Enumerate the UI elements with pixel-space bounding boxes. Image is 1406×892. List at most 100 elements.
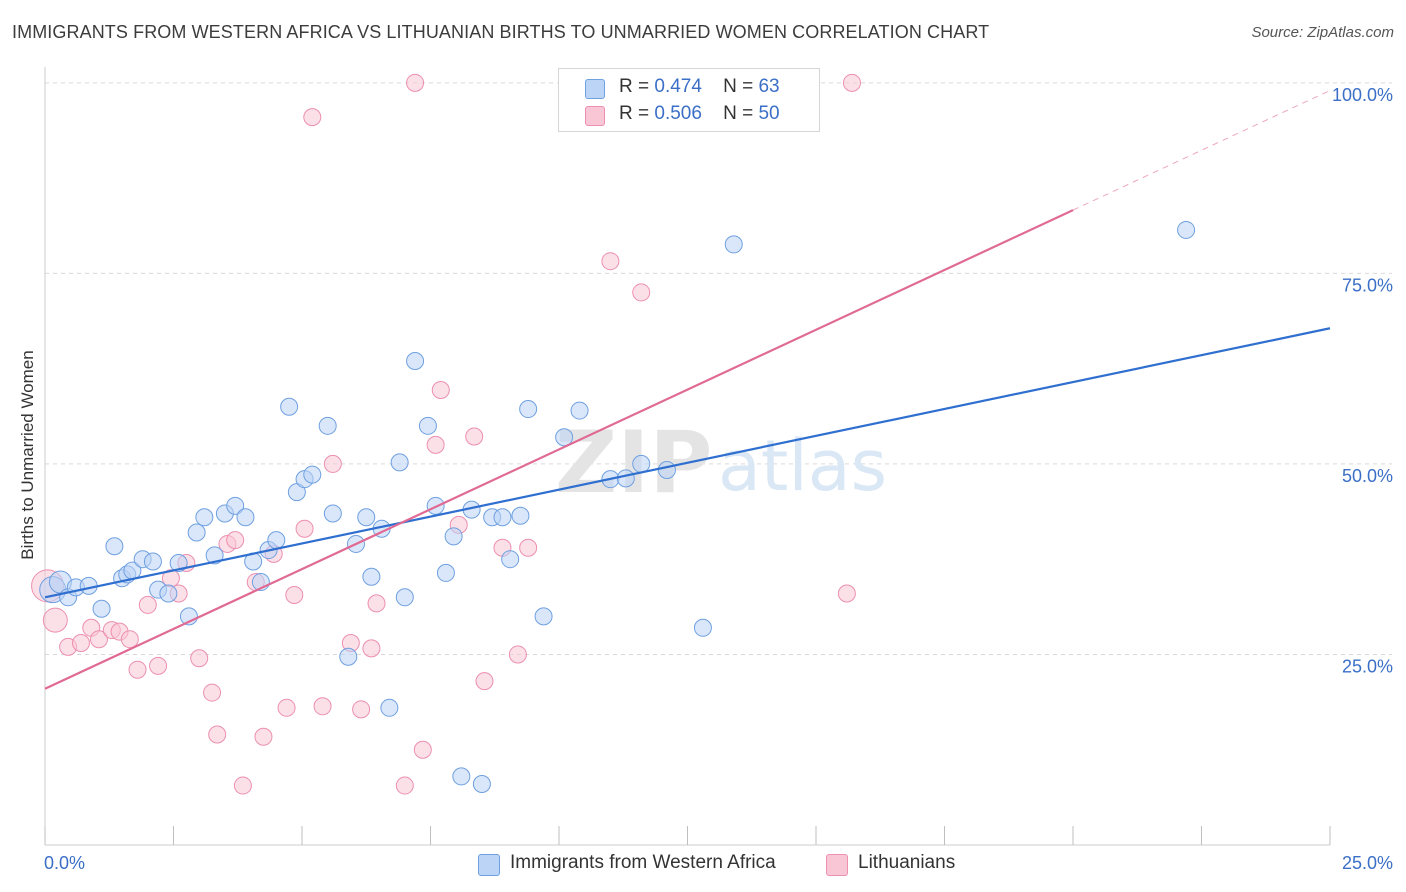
lithuanians-point (285, 586, 304, 605)
lithuanians-point (313, 697, 332, 716)
x-tick-label: 25.0% (1342, 853, 1393, 873)
lithuanians-point (42, 607, 68, 633)
western-africa-point (501, 550, 520, 569)
r-label: R = (619, 76, 650, 97)
trend-lines (44, 90, 1331, 690)
western-africa-point (303, 465, 322, 484)
western-africa-point (418, 416, 437, 435)
western-africa-point (205, 546, 224, 565)
legend-text-lithuanians: R = 0.506 N = 50 (619, 103, 780, 125)
lithuanians-point (632, 283, 651, 302)
trend-line-lithuanians (44, 209, 1074, 690)
bottom-legend-label-lithuanians: Lithuanians (858, 852, 956, 873)
lithuanians-point (426, 435, 445, 454)
lithuanians-point (190, 649, 209, 668)
y-tick-label: 25.0% (1342, 656, 1393, 676)
lithuanians-point (226, 531, 245, 550)
lithuanians-point (431, 380, 450, 399)
western-africa-point (362, 567, 381, 586)
lithuanians-point (842, 73, 861, 92)
lithuanians-point (233, 776, 252, 795)
r-value-lithuanians: 0.506 (654, 103, 702, 124)
lithuanians-point (120, 630, 139, 649)
correlation-legend: R = 0.474 N = 63 R = 0.506 N = 50 (558, 68, 820, 132)
western-africa-point (143, 552, 162, 571)
lithuanians-point (508, 645, 527, 664)
lithuanians-point (89, 630, 108, 649)
western-africa-point (92, 599, 111, 618)
n-value-western-africa: 63 (758, 76, 780, 97)
chart-title: IMMIGRANTS FROM WESTERN AFRICA VS LITHUA… (12, 22, 990, 42)
western-africa-point (555, 428, 574, 447)
lithuanians-point (128, 660, 147, 679)
western-africa-point (452, 767, 471, 786)
lithuanians-point (138, 595, 157, 614)
western-africa-point (693, 618, 712, 637)
r-label: R = (619, 103, 650, 124)
western-africa-point (380, 698, 399, 717)
western-africa-point (472, 775, 491, 794)
western-africa-point (195, 508, 214, 527)
lithuanians-point (303, 108, 322, 127)
western-africa-point (444, 527, 463, 546)
western-africa-point (390, 453, 409, 472)
n-label: N = (723, 103, 754, 124)
trend-line-western-africa (44, 327, 1331, 599)
western-africa-point (357, 508, 376, 527)
western-africa-point (236, 508, 255, 527)
y-tick-label: 100.0% (1332, 85, 1393, 105)
western-africa-point (187, 523, 206, 542)
western-africa-point (226, 496, 245, 515)
lithuanians-point (395, 776, 414, 795)
lithuanians-point (71, 634, 90, 653)
western-africa-point (159, 584, 178, 603)
western-africa-point (395, 588, 414, 607)
y-tick-label: 75.0% (1342, 275, 1393, 295)
r-value-western-africa: 0.474 (654, 76, 702, 97)
lithuanians-point (323, 454, 342, 473)
lithuanians-point (413, 740, 432, 759)
western-africa-point (339, 647, 358, 666)
western-africa-point (570, 401, 589, 420)
western-africa-point (519, 400, 538, 419)
lithuanians-point (277, 698, 296, 717)
lithuanians-point (367, 594, 386, 613)
lithuanians-point (837, 584, 856, 603)
blue-swatch (585, 79, 605, 99)
lithuanians-points (31, 70, 861, 795)
western-africa-point (280, 397, 299, 416)
western-africa-point (493, 508, 512, 527)
western-africa-point (406, 352, 425, 371)
grid-lines (45, 82, 1392, 655)
western-africa-point (169, 554, 188, 573)
n-value-lithuanians: 50 (758, 103, 780, 124)
lithuanians-point (149, 656, 168, 675)
y-tick-label: 50.0% (1342, 466, 1393, 486)
lithuanians-point (352, 700, 371, 719)
lithuanians-point (406, 73, 425, 92)
lithuanians-point (208, 725, 227, 744)
western-africa-point (318, 416, 337, 435)
lithuanians-point (465, 427, 484, 446)
lithuanians-point (475, 672, 494, 691)
western-africa-point (105, 537, 124, 556)
lithuanians-point (295, 519, 314, 538)
western-africa-point (657, 461, 676, 480)
bottom-legend-label-western-africa: Immigrants from Western Africa (510, 852, 776, 873)
watermark-atlas: atlas (718, 425, 887, 507)
pink-swatch (585, 106, 605, 126)
source-credit: Source: ZipAtlas.com (1251, 24, 1394, 41)
western-africa-point (267, 531, 286, 550)
western-africa-point (632, 454, 651, 473)
lithuanians-point (601, 252, 620, 271)
western-africa-point (724, 235, 743, 254)
western-africa-point (534, 607, 553, 626)
western-africa-point (436, 563, 455, 582)
axes (44, 67, 1331, 846)
western-africa-point (511, 506, 530, 525)
western-africa-point (1177, 220, 1196, 239)
lithuanians-point (254, 727, 273, 746)
tick-labels: 25.0% 50.0% 75.0% 100.0% 0.0% 25.0% (44, 85, 1393, 873)
y-axis-label: Births to Unmarried Women (18, 350, 37, 560)
